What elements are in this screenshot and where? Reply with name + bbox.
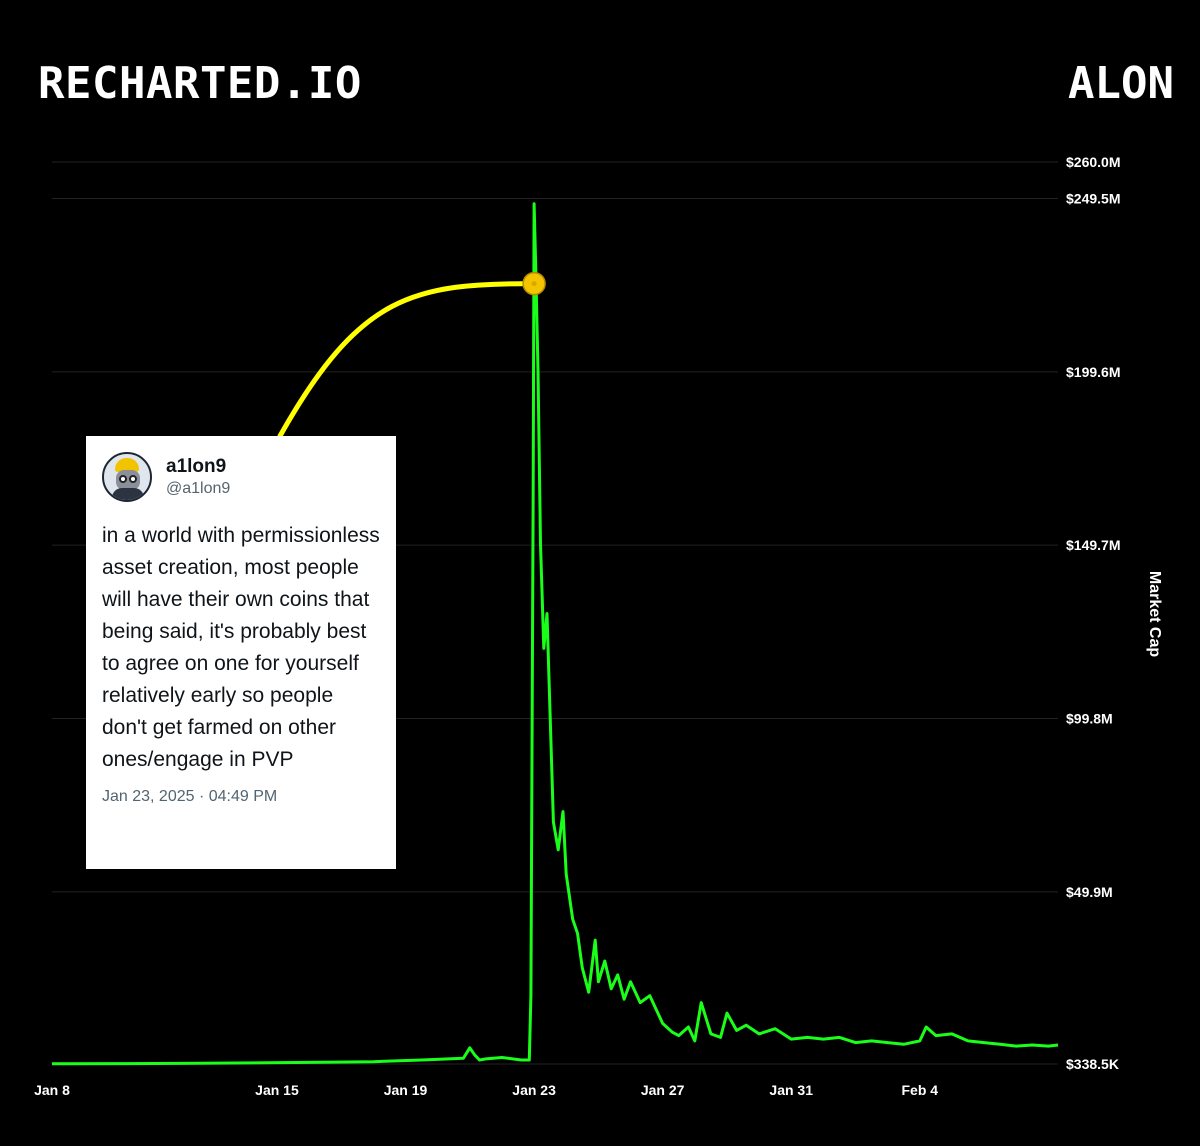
x-tick-label: Jan 15 [255, 1082, 299, 1098]
series-layer [51, 202, 1059, 1066]
x-tick-label: Jan 19 [384, 1082, 428, 1098]
y-tick-label: $260.0M [1066, 154, 1120, 170]
tweet-author: a1lon9 @a1lon9 [166, 456, 230, 498]
tweet-card[interactable]: a1lon9 @a1lon9 in a world with permissio… [86, 436, 396, 869]
x-tick-label: Jan 23 [512, 1082, 556, 1098]
tweet-marker-dot [531, 281, 537, 287]
tweet-display-name[interactable]: a1lon9 [166, 456, 227, 477]
brand-logo-text: RECHARTED.IO [38, 58, 362, 109]
raccoon-hardhat-avatar-icon[interactable] [102, 452, 152, 502]
y-tick-label: $99.8M [1066, 710, 1113, 726]
y-tick-label: $149.7M [1066, 537, 1120, 553]
x-tick-label: Jan 31 [769, 1082, 813, 1098]
x-tick-label: Jan 27 [641, 1082, 685, 1098]
tweet-handle[interactable]: @a1lon9 [166, 480, 231, 497]
y-axis-ticks: $260.0M $249.5M $199.6M $149.7M $99.8M $49.9M… [1066, 154, 1120, 1072]
y-tick-label: $338.5K [1066, 1056, 1119, 1072]
y-tick-label: $249.5M [1066, 190, 1120, 206]
tweet-text: in a world with permissionless asset cre… [102, 524, 380, 771]
x-tick-label: Feb 4 [902, 1082, 939, 1098]
y-tick-label: $199.6M [1066, 364, 1120, 380]
y-tick-label: $49.9M [1066, 884, 1113, 900]
y-axis-title: Market Cap [1146, 571, 1163, 657]
x-axis-ticks: Jan 8 Jan 15 Jan 19 Jan 23 Jan 27 Jan 31 Feb 4 [34, 1082, 938, 1098]
tweet-date: Jan 23, 2025 · 04:49 PM [102, 788, 278, 805]
annotation-layer [277, 271, 546, 439]
series-line-0 [51, 202, 1059, 1066]
tweet-header: a1lon9 @a1lon9 [102, 452, 380, 502]
annotation-connector [277, 281, 537, 439]
token-ticker: ALON [1068, 58, 1174, 109]
x-tick-label: Jan 8 [34, 1082, 70, 1098]
